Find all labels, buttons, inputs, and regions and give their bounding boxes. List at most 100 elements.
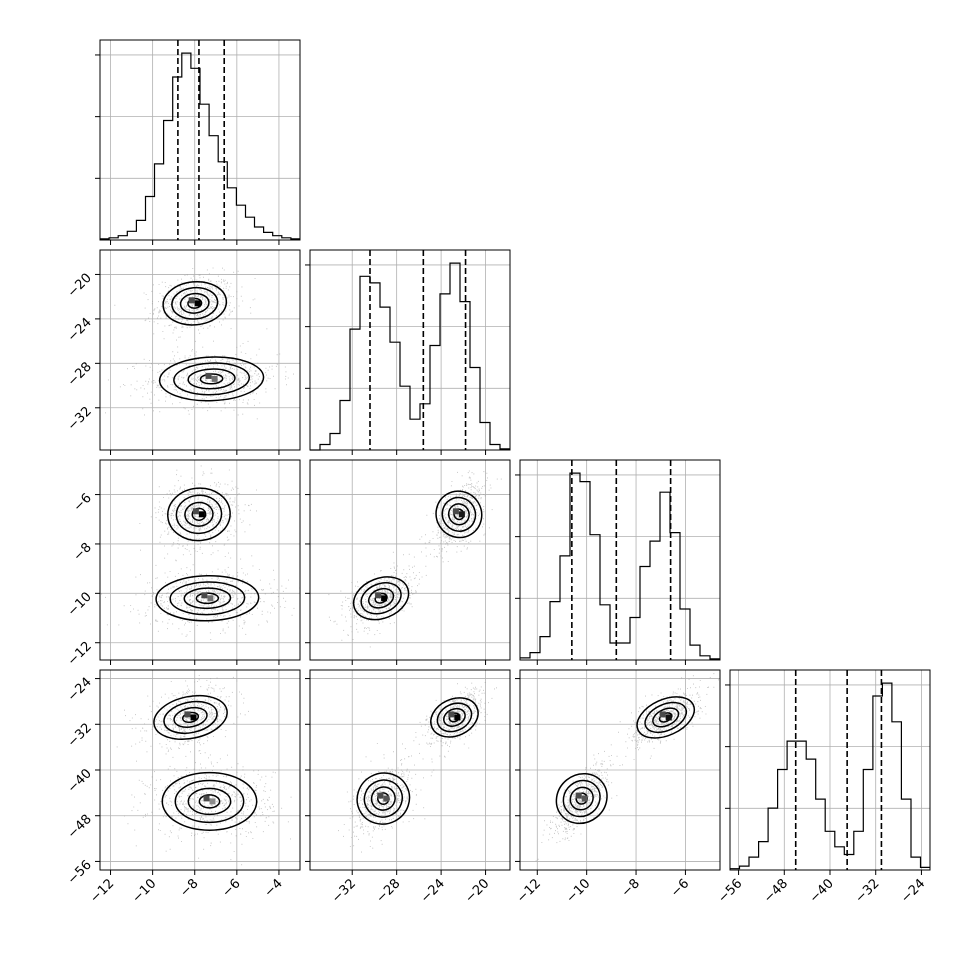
contour-level-2 bbox=[174, 779, 245, 824]
density-peak-cell bbox=[211, 375, 218, 382]
density-peak-cell bbox=[458, 511, 465, 518]
contour-level-3 bbox=[652, 707, 680, 728]
density-peak-cell bbox=[665, 714, 672, 721]
y-axis-3: −12 −10 −8 −6 bbox=[65, 491, 310, 669]
contour-level-2 bbox=[441, 496, 477, 532]
contour-level-2 bbox=[163, 700, 218, 735]
density-peak-cell bbox=[659, 711, 666, 718]
tick-label-y: −48 bbox=[65, 812, 95, 842]
tick-label-x: −24 bbox=[418, 876, 448, 906]
contour-level-1 bbox=[352, 576, 410, 621]
histogram-line bbox=[520, 472, 720, 660]
tick-label-x: −6 bbox=[668, 876, 692, 900]
scatter-points bbox=[124, 751, 292, 866]
density-panel-1-2 bbox=[99, 249, 301, 451]
density-peak-cell bbox=[452, 508, 459, 515]
contour-level-1 bbox=[636, 696, 696, 739]
tick-label-y: −56 bbox=[65, 858, 95, 888]
density-peak-cell bbox=[381, 595, 388, 602]
density-peak-cell bbox=[581, 795, 588, 802]
tick-label-y: −32 bbox=[65, 721, 95, 751]
tick-label-y: −24 bbox=[65, 675, 95, 705]
contour-level-2 bbox=[169, 581, 246, 616]
tick-label-y: −12 bbox=[65, 639, 95, 669]
density-content bbox=[105, 267, 294, 420]
tick-label-y: −24 bbox=[65, 315, 95, 345]
contour-level-1 bbox=[356, 772, 411, 825]
tick-label-y: −28 bbox=[65, 360, 95, 390]
tick-label-y: −8 bbox=[71, 540, 95, 564]
density-peak-cell bbox=[205, 372, 212, 379]
density-peak-cell bbox=[184, 711, 191, 718]
histogram-line bbox=[310, 262, 510, 451]
density-content bbox=[338, 681, 497, 853]
density-peak-cell bbox=[209, 798, 216, 805]
contour-level-3 bbox=[367, 587, 395, 609]
density-peak-cell bbox=[194, 300, 201, 307]
tick-label-x: −56 bbox=[715, 876, 745, 906]
contour-level-1 bbox=[555, 772, 608, 825]
panel-frame bbox=[99, 39, 301, 241]
scatter-points bbox=[535, 750, 627, 862]
density-peak-cell bbox=[383, 795, 390, 802]
contour-level-1 bbox=[153, 694, 228, 740]
tick-label-x: −8 bbox=[619, 876, 643, 900]
density-content bbox=[101, 465, 300, 641]
panel-frame bbox=[99, 249, 301, 451]
tick-label-x: −6 bbox=[220, 876, 244, 900]
histogram-panel-3 bbox=[515, 459, 721, 661]
contour-level-1 bbox=[158, 356, 265, 402]
contour-level-1 bbox=[435, 490, 483, 539]
contour-level-3 bbox=[184, 501, 214, 527]
tick-label-x: −28 bbox=[373, 876, 403, 906]
panel-frame bbox=[309, 459, 511, 661]
tick-label-x: −32 bbox=[329, 876, 359, 906]
contour-level-2 bbox=[644, 701, 688, 734]
density-content bbox=[535, 673, 719, 862]
contour-level-3 bbox=[447, 503, 470, 526]
density-panel-1-4 bbox=[99, 669, 301, 871]
tick-label-x: −12 bbox=[514, 876, 544, 906]
contour-level-3 bbox=[370, 786, 396, 811]
density-peak-cell bbox=[375, 592, 382, 599]
density-peak-cell bbox=[203, 795, 210, 802]
contour-level-2 bbox=[171, 286, 219, 320]
contour-level-1 bbox=[161, 771, 258, 831]
density-peak-cell bbox=[192, 508, 199, 515]
contour-level-3 bbox=[183, 587, 232, 610]
tick-label-x: −40 bbox=[807, 876, 837, 906]
tick-label-x: −12 bbox=[87, 876, 117, 906]
contour-level-2 bbox=[175, 494, 223, 535]
density-peak-cell bbox=[454, 714, 461, 721]
histogram-panel-4 bbox=[725, 669, 931, 871]
panel-frame bbox=[99, 459, 301, 661]
density-panel-2-3 bbox=[309, 459, 511, 661]
density-content bbox=[328, 470, 502, 648]
y-axis-4: −56 −48 −40 −32 −24 bbox=[65, 675, 520, 888]
density-peak-cell bbox=[188, 297, 195, 304]
density-panel-2-4 bbox=[309, 669, 511, 871]
tick-label-x: −48 bbox=[761, 876, 791, 906]
contour-level-3 bbox=[443, 707, 466, 727]
histogram-panel-1 bbox=[95, 39, 301, 241]
contour-level-1 bbox=[430, 697, 479, 738]
contour-level-3 bbox=[187, 368, 236, 390]
x-axis-4: −56 −48 −40 −32 −24 bbox=[715, 870, 928, 906]
density-peak-cell bbox=[207, 595, 214, 602]
contour-level-3 bbox=[179, 292, 210, 314]
contour-level-3 bbox=[173, 706, 208, 728]
tick-label-y: −6 bbox=[71, 491, 95, 515]
density-panel-3-4 bbox=[519, 669, 721, 871]
contour-level-2 bbox=[436, 702, 473, 733]
scatter-points bbox=[101, 555, 300, 641]
contour-level-1 bbox=[162, 280, 228, 326]
contour-level-2 bbox=[363, 779, 403, 818]
tick-label-y: −32 bbox=[65, 404, 95, 434]
tick-label-x: −20 bbox=[462, 876, 492, 906]
contour-level-1 bbox=[167, 487, 231, 542]
tick-label-y: −40 bbox=[65, 766, 95, 796]
panel-frame bbox=[309, 249, 511, 451]
density-peak-cell bbox=[448, 711, 455, 718]
tick-label-y: −20 bbox=[65, 271, 95, 301]
